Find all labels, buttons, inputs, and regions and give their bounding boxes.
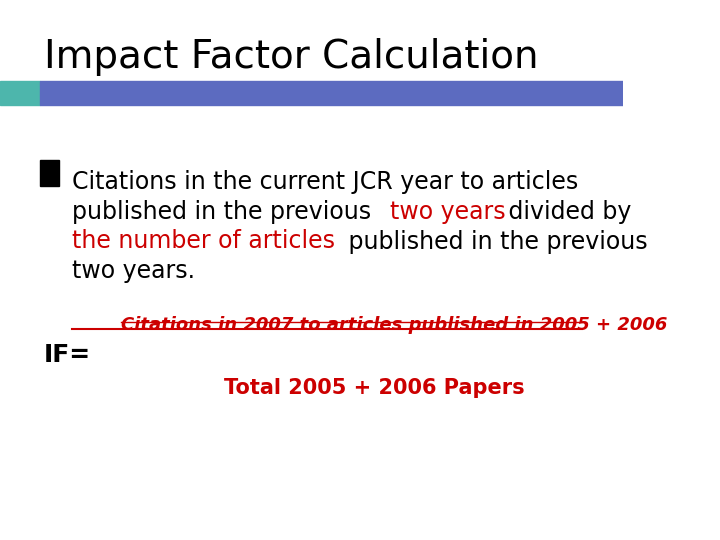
Text: Total 2005 + 2006 Papers: Total 2005 + 2006 Papers: [224, 378, 525, 398]
Bar: [40, 81, 623, 105]
Text: divided by: divided by: [500, 200, 631, 224]
Bar: [40, 160, 59, 186]
Text: Citations in 2007 to articles published in 2005 + 2006: Citations in 2007 to articles published …: [122, 316, 668, 334]
Bar: [0, 81, 40, 105]
Text: two years: two years: [390, 200, 506, 224]
Text: the number of articles: the number of articles: [71, 230, 335, 253]
Text: published in the previous: published in the previous: [71, 200, 378, 224]
Text: two years.: two years.: [71, 259, 194, 283]
Text: Impact Factor Calculation: Impact Factor Calculation: [44, 38, 538, 76]
Text: Citations in the current JCR year to articles: Citations in the current JCR year to art…: [71, 170, 578, 194]
Text: IF=: IF=: [44, 343, 91, 367]
Text: published in the previous: published in the previous: [341, 230, 648, 253]
